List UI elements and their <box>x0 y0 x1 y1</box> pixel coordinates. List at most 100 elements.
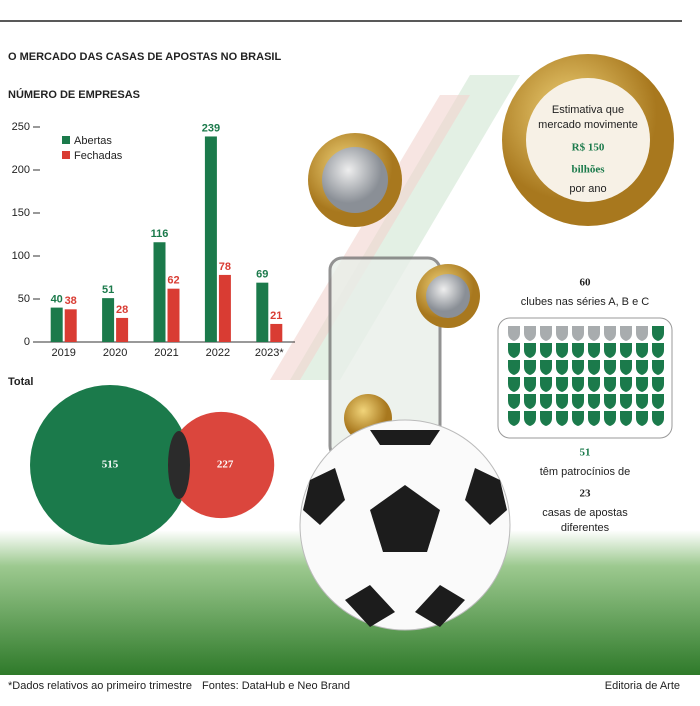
source: Fontes: DataHub e Neo Brand <box>202 680 350 692</box>
shield <box>620 326 632 341</box>
total-value: 515 <box>102 459 119 471</box>
shield <box>540 360 552 375</box>
shield <box>524 377 536 392</box>
shield <box>524 360 536 375</box>
legend-label: Abertas <box>74 135 112 147</box>
shield <box>540 326 552 341</box>
shield <box>652 377 664 392</box>
market-value: R$ 150 <box>572 142 605 154</box>
legend-label: Fechadas <box>74 150 123 162</box>
market-coin-center <box>526 78 650 202</box>
shield <box>508 343 520 358</box>
shield <box>540 411 552 426</box>
shield <box>588 326 600 341</box>
shield <box>604 377 616 392</box>
shield <box>636 360 648 375</box>
shields <box>508 326 664 426</box>
shield <box>508 360 520 375</box>
y-tick-label: 0 <box>24 336 30 348</box>
total-circle <box>30 385 190 545</box>
clubs-label: casas de apostas <box>542 507 628 519</box>
shield <box>620 377 632 392</box>
bar <box>153 242 166 342</box>
bar <box>270 323 283 342</box>
shield <box>524 394 536 409</box>
bar <box>116 317 129 342</box>
shield <box>652 411 664 426</box>
total-circle <box>168 411 275 519</box>
y-tick-label: 100 <box>12 250 30 262</box>
shield <box>636 326 648 341</box>
value-label: 40 <box>51 294 63 306</box>
shield <box>508 377 520 392</box>
bar <box>167 288 180 342</box>
shield <box>524 326 536 341</box>
x-tick-label: 2019 <box>51 347 75 359</box>
shield <box>620 343 632 358</box>
shield <box>652 326 664 341</box>
market-period: por ano <box>569 183 606 195</box>
shield <box>604 360 616 375</box>
shield <box>556 394 568 409</box>
y-tick-label: 250 <box>12 121 30 133</box>
band <box>270 95 470 380</box>
venn: 515 227 <box>30 385 275 545</box>
y-tick-label: 150 <box>12 207 30 219</box>
clubs-label: diferentes <box>561 522 610 534</box>
x-tick-label: 2020 <box>103 347 127 359</box>
bar <box>50 307 63 342</box>
shield <box>604 411 616 426</box>
bar <box>256 282 269 342</box>
y-tick-label: 200 <box>12 164 30 176</box>
value-label: 62 <box>167 275 179 287</box>
shield <box>556 360 568 375</box>
shield <box>540 377 552 392</box>
shield <box>652 394 664 409</box>
clubs-label: têm patrocínios de <box>540 466 631 478</box>
bar <box>204 136 217 342</box>
chart-title: NÚMERO DE EMPRESAS <box>8 88 140 101</box>
shield <box>508 326 520 341</box>
shield <box>636 377 648 392</box>
footnote: *Dados relativos ao primeiro trimestre <box>8 680 192 692</box>
shield <box>620 360 632 375</box>
value-label: 116 <box>151 228 169 240</box>
shield <box>540 343 552 358</box>
shield <box>572 326 584 341</box>
shield <box>636 394 648 409</box>
legend-swatch <box>62 136 70 144</box>
shield <box>524 411 536 426</box>
value-label: 239 <box>202 122 220 134</box>
shield <box>620 394 632 409</box>
totals-label: Total <box>8 376 33 388</box>
value-label: 78 <box>219 261 231 273</box>
shield <box>652 343 664 358</box>
market-text: Estimativa que <box>552 104 624 116</box>
shield <box>556 411 568 426</box>
shield <box>556 343 568 358</box>
shield <box>556 326 568 341</box>
clubs-box <box>497 317 673 439</box>
shield <box>604 326 616 341</box>
shield <box>588 377 600 392</box>
page-title: O MERCADO DAS CASAS DE APOSTAS NO BRASIL <box>8 51 281 63</box>
shield <box>604 394 616 409</box>
market-unit: bilhões <box>571 164 605 176</box>
shield <box>636 411 648 426</box>
shield <box>572 343 584 358</box>
shield <box>636 343 648 358</box>
shield <box>604 343 616 358</box>
shield <box>572 360 584 375</box>
value-label: 69 <box>256 269 268 281</box>
y-tick-label: 50 <box>18 293 30 305</box>
value-label: 21 <box>270 310 282 322</box>
legend-swatch <box>62 151 70 159</box>
overlap <box>168 431 190 499</box>
shield <box>508 394 520 409</box>
clubs-houses: 23 <box>580 488 592 500</box>
credit: Editoria de Arte <box>605 680 680 692</box>
clubs-label: clubes nas séries A, B e C <box>521 296 649 308</box>
ball-patch <box>370 485 440 552</box>
clubs-sponsored: 51 <box>580 447 591 459</box>
shield <box>572 411 584 426</box>
